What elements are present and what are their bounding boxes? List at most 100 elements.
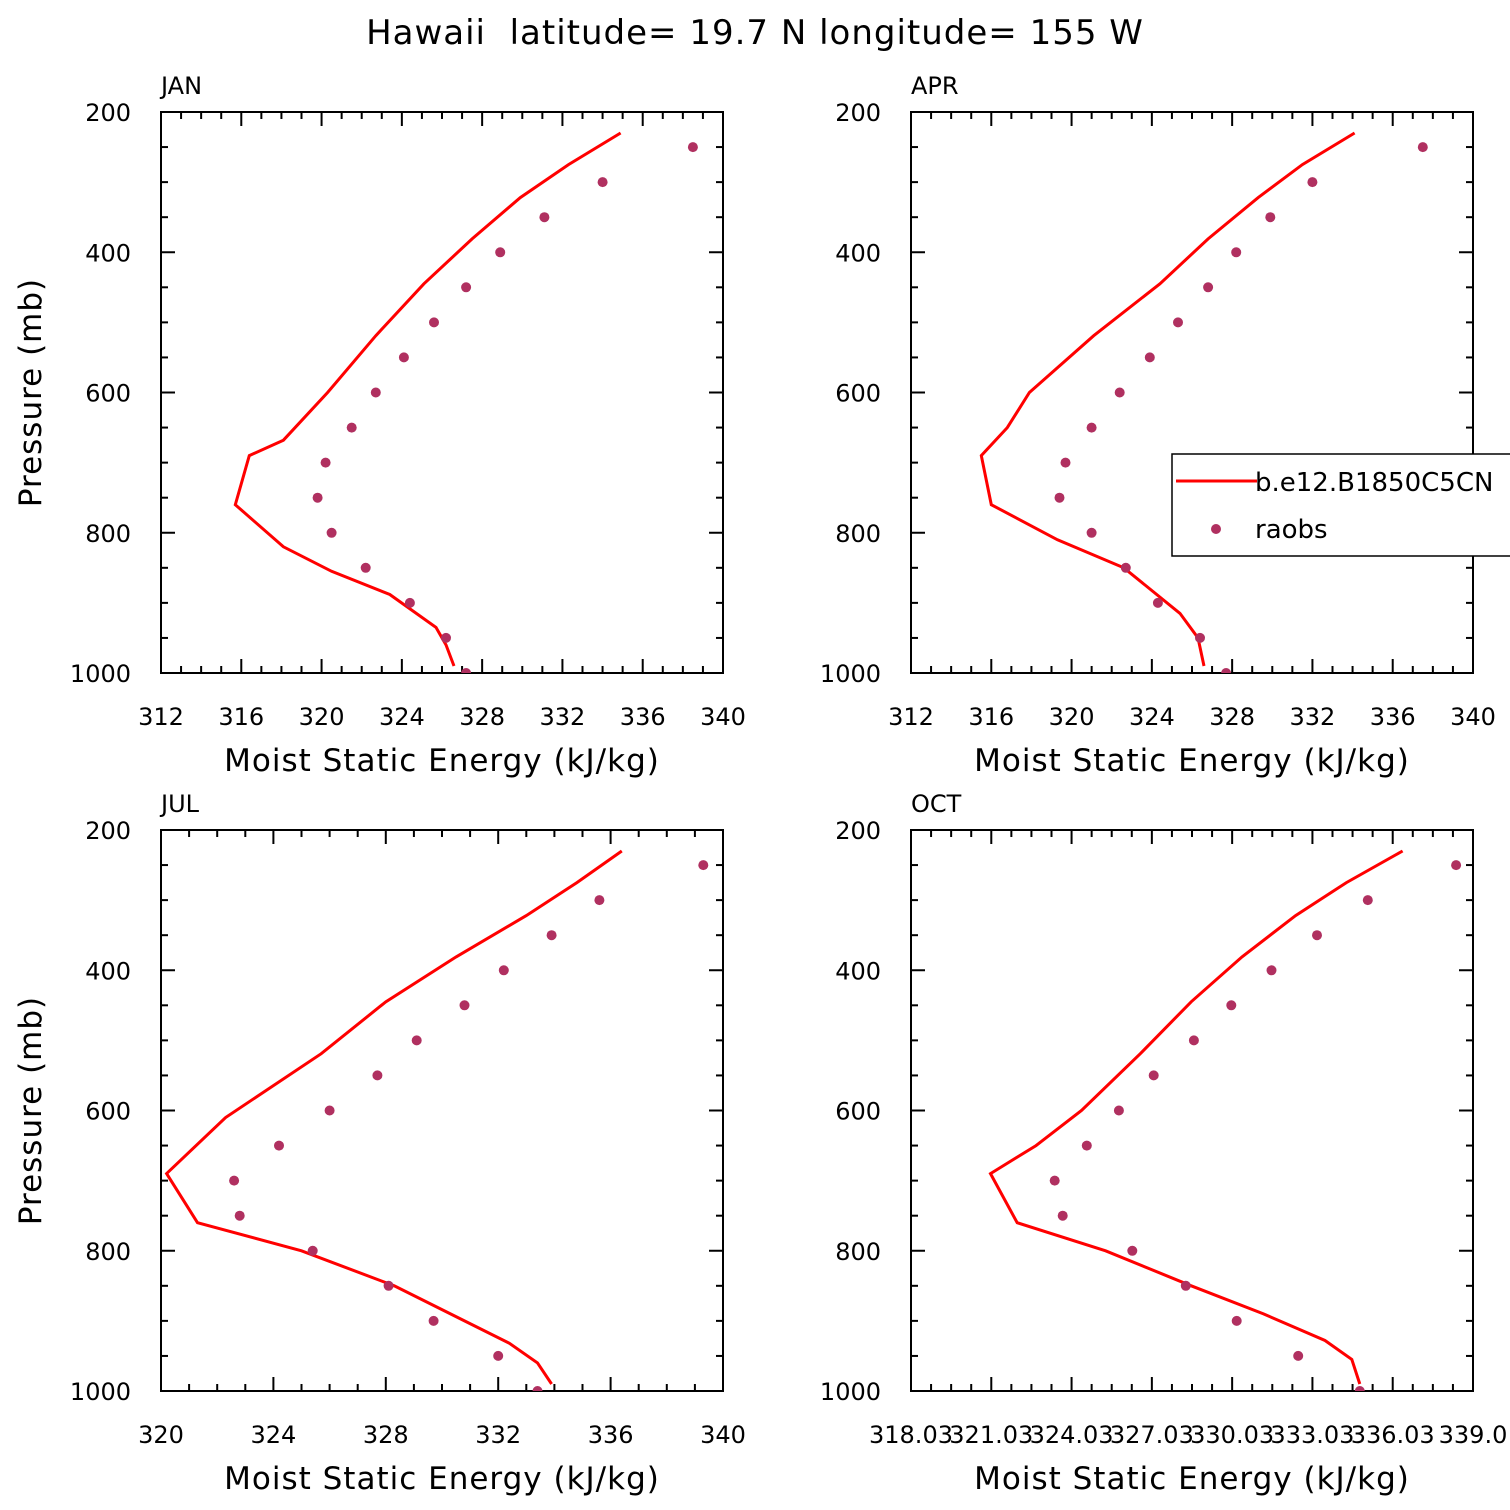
x-tick-label: 328: [459, 703, 505, 731]
obs-point: [1113, 1105, 1124, 1116]
obs-point: [495, 247, 506, 258]
obs-point: [1127, 1245, 1138, 1256]
obs-point: [1114, 387, 1125, 398]
x-tick-label: 328: [363, 1421, 409, 1449]
panel-title: OCT: [911, 790, 962, 818]
y-tick-label: 400: [85, 957, 131, 985]
obs-point: [1203, 282, 1214, 293]
series-line-model: [979, 131, 1356, 667]
y-tick-label: 1000: [70, 660, 131, 688]
obs-point: [1057, 1210, 1068, 1221]
x-tick-label: 330.03: [1190, 1421, 1274, 1449]
x-tick-label: 320: [138, 1421, 184, 1449]
obs-point: [1307, 177, 1318, 188]
data-layer: [979, 131, 1428, 673]
x-tick-label: 332: [1290, 703, 1336, 731]
panel-title: APR: [911, 72, 959, 100]
y-tick-label: 400: [85, 239, 131, 267]
panel-title: JAN: [159, 72, 202, 100]
x-tick-label: 316: [968, 703, 1014, 731]
obs-point: [383, 1280, 394, 1291]
obs-point: [1451, 860, 1462, 871]
x-tick-label: 340: [700, 703, 746, 731]
x-tick-label: 324.03: [1030, 1421, 1114, 1449]
obs-point: [1195, 632, 1205, 643]
panel-jul: JUL 320 324 328 332 336 340 200 400 600 800 1000 Moi…: [13, 790, 746, 1497]
y-tick-label: 200: [835, 817, 881, 845]
y-axis-label: Pressure (mb): [13, 278, 49, 507]
y-axis-label: Pressure (mb): [13, 996, 49, 1225]
obs-point: [1188, 1035, 1199, 1046]
legend-model-label: b.e12.B1850C5CN: [1255, 468, 1493, 498]
obs-point: [597, 177, 608, 188]
obs-point: [1231, 1315, 1242, 1326]
obs-point: [1054, 492, 1065, 503]
x-tick-label: 318.03: [869, 1421, 953, 1449]
obs-point: [1226, 1000, 1237, 1011]
plot-frame: [910, 829, 1474, 1392]
obs-point: [1362, 895, 1373, 906]
obs-point: [1266, 965, 1277, 976]
y-tick-label: 800: [835, 520, 881, 548]
x-tick-label: 324: [1129, 703, 1175, 731]
x-tick-label: 320: [1049, 703, 1095, 731]
obs-point: [1120, 562, 1131, 573]
x-tick-label: 339.0: [1439, 1421, 1508, 1449]
obs-point: [1265, 212, 1276, 223]
y-tick-label: 600: [835, 1098, 881, 1126]
obs-point: [459, 1000, 470, 1011]
y-tick-label: 800: [85, 520, 131, 548]
plot-frame: [160, 111, 724, 674]
x-tick-label: 336: [588, 1421, 634, 1449]
obs-point: [360, 562, 371, 573]
x-tick-label: 312: [888, 703, 934, 731]
plot-frame: [910, 111, 1474, 674]
y-tick-label: 800: [85, 1238, 131, 1266]
obs-point: [346, 422, 357, 433]
obs-point: [324, 1105, 335, 1116]
obs-point: [461, 668, 472, 673]
obs-point: [1152, 597, 1163, 608]
data-layer: [164, 849, 709, 1391]
obs-point: [1081, 1140, 1092, 1151]
y-tick-label: 1000: [820, 1378, 881, 1406]
y-tick-label: 800: [835, 1238, 881, 1266]
obs-point: [1417, 142, 1428, 153]
x-tick-label: 321.03: [949, 1421, 1033, 1449]
x-tick-label: 324: [379, 703, 425, 731]
y-tick-label: 600: [835, 380, 881, 408]
obs-point: [274, 1140, 284, 1151]
obs-point: [320, 457, 331, 468]
obs-point: [234, 1210, 245, 1221]
x-tick-label: 332: [540, 703, 586, 731]
obs-point: [1173, 317, 1183, 328]
obs-point: [326, 527, 337, 538]
y-tick-label: 400: [835, 957, 881, 985]
panel-apr: APR 312 316 320 324 328 332 336 340 200 400 600 800 1…: [820, 72, 1496, 779]
y-tick-label: 400: [835, 239, 881, 267]
obs-point: [1231, 247, 1242, 258]
panel-title: JUL: [159, 790, 200, 818]
y-tick-label: 600: [85, 380, 131, 408]
obs-point: [404, 597, 415, 608]
obs-point: [1060, 457, 1071, 468]
x-tick-label: 340: [1450, 703, 1496, 731]
obs-point: [1293, 1350, 1304, 1361]
obs-point: [1180, 1280, 1191, 1291]
obs-point: [1086, 527, 1097, 538]
series-line-model: [233, 131, 622, 667]
x-tick-label: 336: [620, 703, 666, 731]
obs-point: [429, 317, 439, 328]
obs-point: [594, 895, 605, 906]
x-tick-label: 312: [138, 703, 184, 731]
x-tick-label: 336.03: [1351, 1421, 1435, 1449]
x-tick-label: 340: [700, 1421, 746, 1449]
obs-point: [229, 1175, 240, 1186]
x-tick-label: 324: [250, 1421, 296, 1449]
obs-point: [687, 142, 698, 153]
y-tick-label: 200: [85, 817, 131, 845]
obs-point: [539, 212, 550, 223]
obs-point: [372, 1070, 383, 1081]
obs-point: [441, 632, 451, 643]
x-axis-label: Moist Static Energy (kJ/kg): [224, 743, 660, 779]
